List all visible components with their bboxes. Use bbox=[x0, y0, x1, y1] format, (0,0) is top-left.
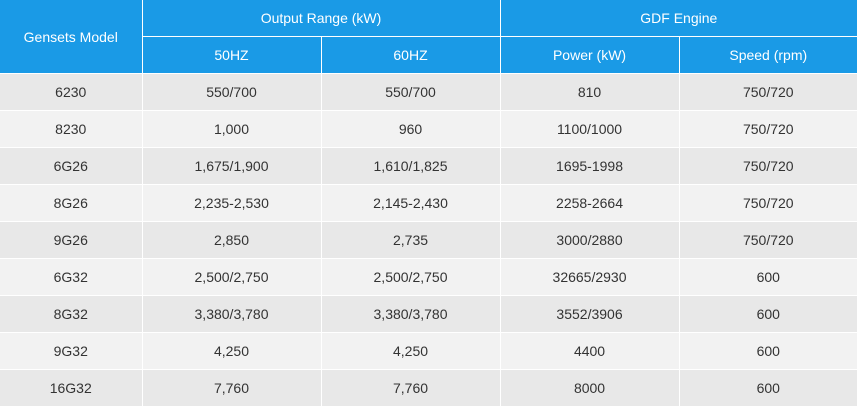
cell-60hz: 3,380/3,780 bbox=[321, 295, 501, 333]
header-row-sub: 50HZ 60HZ Power (kW) Speed (rpm) bbox=[0, 36, 857, 74]
cell-model: 9G26 bbox=[0, 221, 143, 259]
cell-50hz: 2,235-2,530 bbox=[142, 184, 322, 222]
cell-60hz: 550/700 bbox=[321, 73, 501, 111]
cell-speed: 600 bbox=[679, 332, 857, 370]
table-row: 9G26 2,850 2,735 3000/2880 750/720 bbox=[0, 221, 857, 259]
cell-power: 3552/3906 bbox=[500, 295, 680, 333]
table-row: 6230 550/700 550/700 810 750/720 bbox=[0, 73, 857, 111]
cell-model: 8G26 bbox=[0, 184, 143, 222]
cell-model: 6G26 bbox=[0, 147, 143, 185]
header-gensets-model: Gensets Model bbox=[0, 0, 143, 74]
header-row-top: Gensets Model Output Range (kW) GDF Engi… bbox=[0, 0, 857, 74]
cell-model: 8G32 bbox=[0, 295, 143, 333]
table-row: 8230 1,000 960 1100/1000 750/720 bbox=[0, 110, 857, 148]
cell-model: 6G32 bbox=[0, 258, 143, 296]
cell-60hz: 4,250 bbox=[321, 332, 501, 370]
cell-50hz: 550/700 bbox=[142, 73, 322, 111]
table-row: 6G26 1,675/1,900 1,610/1,825 1695-1998 7… bbox=[0, 147, 857, 185]
header-power: Power (kW) bbox=[500, 36, 680, 74]
header-60hz: 60HZ bbox=[321, 36, 501, 74]
cell-50hz: 1,675/1,900 bbox=[142, 147, 322, 185]
cell-50hz: 3,380/3,780 bbox=[142, 295, 322, 333]
cell-speed: 600 bbox=[679, 295, 857, 333]
cell-speed: 750/720 bbox=[679, 147, 857, 185]
table-row: 8G26 2,235-2,530 2,145-2,430 2258-2664 7… bbox=[0, 184, 857, 222]
cell-power: 8000 bbox=[500, 369, 680, 407]
cell-50hz: 2,500/2,750 bbox=[142, 258, 322, 296]
cell-60hz: 2,145-2,430 bbox=[321, 184, 501, 222]
cell-power: 1695-1998 bbox=[500, 147, 680, 185]
cell-power: 1100/1000 bbox=[500, 110, 680, 148]
cell-50hz: 2,850 bbox=[142, 221, 322, 259]
cell-50hz: 1,000 bbox=[142, 110, 322, 148]
table-header: Gensets Model Output Range (kW) GDF Engi… bbox=[0, 0, 857, 74]
header-speed: Speed (rpm) bbox=[679, 36, 857, 74]
header-50hz: 50HZ bbox=[142, 36, 322, 74]
table-row: 9G32 4,250 4,250 4400 600 bbox=[0, 332, 857, 370]
cell-model: 6230 bbox=[0, 73, 143, 111]
cell-model: 8230 bbox=[0, 110, 143, 148]
cell-60hz: 2,735 bbox=[321, 221, 501, 259]
cell-60hz: 2,500/2,750 bbox=[321, 258, 501, 296]
cell-power: 3000/2880 bbox=[500, 221, 680, 259]
cell-60hz: 960 bbox=[321, 110, 501, 148]
cell-power: 32665/2930 bbox=[500, 258, 680, 296]
table-row: 8G32 3,380/3,780 3,380/3,780 3552/3906 6… bbox=[0, 295, 857, 333]
cell-power: 810 bbox=[500, 73, 680, 111]
cell-power: 4400 bbox=[500, 332, 680, 370]
cell-model: 9G32 bbox=[0, 332, 143, 370]
cell-speed: 750/720 bbox=[679, 73, 857, 111]
cell-speed: 750/720 bbox=[679, 110, 857, 148]
cell-50hz: 4,250 bbox=[142, 332, 322, 370]
table-body: 6230 550/700 550/700 810 750/720 8230 1,… bbox=[0, 73, 857, 407]
header-output-range: Output Range (kW) bbox=[142, 0, 501, 37]
cell-speed: 600 bbox=[679, 258, 857, 296]
cell-60hz: 1,610/1,825 bbox=[321, 147, 501, 185]
cell-power: 2258-2664 bbox=[500, 184, 680, 222]
header-gdf-engine: GDF Engine bbox=[500, 0, 857, 37]
cell-speed: 750/720 bbox=[679, 184, 857, 222]
table-row: 6G32 2,500/2,750 2,500/2,750 32665/2930 … bbox=[0, 258, 857, 296]
cell-speed: 750/720 bbox=[679, 221, 857, 259]
